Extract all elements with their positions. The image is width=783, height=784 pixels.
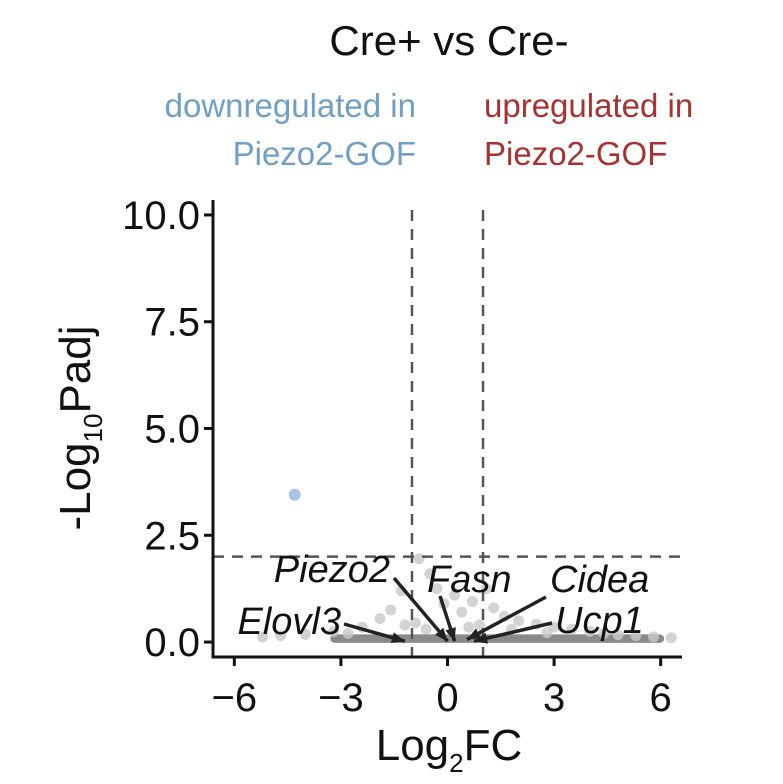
y-tick-label-1: 2.5 xyxy=(144,514,200,558)
gene-labels-layer: Piezo2 Fasn Cidea Elovl3 Ucp1 xyxy=(238,549,649,644)
nonsignificant-point-27 xyxy=(665,632,677,644)
gene-cidea-arrow-line xyxy=(466,595,547,642)
x-tick-label-1: −3 xyxy=(318,676,364,720)
nonsignificant-point-8 xyxy=(257,631,269,643)
nonsignificant-point-22 xyxy=(584,625,596,637)
gene-piezo2-label: Piezo2 xyxy=(274,549,390,591)
chart-title: Cre+ vs Cre- xyxy=(329,17,568,64)
nonsignificant-point-34 xyxy=(399,619,411,631)
nonsignificant-point-6 xyxy=(299,628,311,640)
gene-fasn-arrow-head xyxy=(445,627,456,642)
x-axis-label: Log2FC xyxy=(376,721,523,778)
threshold-lines xyxy=(213,210,682,657)
axes-layer: 0.0 2.5 5.0 7.5 10.0 −6 −3 0 3 6 xyxy=(122,194,682,720)
nonsignificant-point-14 xyxy=(466,595,478,607)
annotation-up-line2: Piezo2-GOF xyxy=(484,135,667,172)
dense-points-band xyxy=(330,634,665,643)
x-tick-label-4: 6 xyxy=(650,676,672,720)
annotation-down-line2: Piezo2-GOF xyxy=(233,135,416,172)
nonsignificant-point-13 xyxy=(456,606,468,618)
nonsignificant-point-28 xyxy=(410,617,422,629)
nonsignificant-point-10 xyxy=(431,583,443,595)
y-axis-label: -Log10Padj xyxy=(51,325,108,530)
data-points-layer xyxy=(257,488,677,644)
x-tick-label-0: −6 xyxy=(212,676,258,720)
y-tick-label-3: 7.5 xyxy=(144,301,200,345)
gene-ucp1-arrow-head xyxy=(474,632,489,644)
nonsignificant-point-23 xyxy=(598,628,610,640)
x-tick-label-3: 3 xyxy=(543,676,565,720)
gene-ucp1-arrow-line xyxy=(473,621,553,643)
y-tick-label-2: 5.0 xyxy=(144,408,200,452)
nonsignificant-point-12 xyxy=(449,589,461,601)
annotation-down-line1: downregulated in xyxy=(165,87,416,124)
gene-ucp1-label: Ucp1 xyxy=(555,600,644,642)
x-tick-label-2: 0 xyxy=(436,676,458,720)
gene-piezo2-arrow-head xyxy=(434,627,448,642)
gene-cidea-label: Cidea xyxy=(550,559,649,601)
annotation-up-line1: upregulated in xyxy=(484,87,693,124)
y-tick-label-0: 0.0 xyxy=(144,621,200,665)
nonsignificant-point-7 xyxy=(275,630,287,642)
nonsignificant-point-26 xyxy=(648,631,660,643)
nonsignificant-point-9 xyxy=(424,568,436,580)
nonsignificant-point-18 xyxy=(513,615,525,627)
significant-point-down-0 xyxy=(288,488,301,501)
nonsignificant-point-24 xyxy=(612,629,624,641)
nonsignificant-point-30 xyxy=(420,623,432,635)
gene-elovl3-arrow-head xyxy=(390,632,405,643)
nonsignificant-point-31 xyxy=(463,621,475,633)
nonsignificant-point-33 xyxy=(541,627,553,639)
nonsignificant-point-25 xyxy=(630,630,642,642)
gene-elovl3-label: Elovl3 xyxy=(238,601,342,643)
gene-piezo2-arrow-line xyxy=(392,576,449,643)
nonsignificant-point-21 xyxy=(566,623,578,635)
gene-cidea-arrow-head xyxy=(467,628,482,640)
y-tick-label-4: 10.0 xyxy=(122,194,200,238)
nonsignificant-point-16 xyxy=(488,602,500,614)
nonsignificant-point-5 xyxy=(328,625,340,637)
nonsignificant-point-29 xyxy=(473,619,485,631)
nonsignificant-point-0 xyxy=(413,553,425,565)
nonsignificant-point-2 xyxy=(385,604,397,616)
gene-fasn-label: Fasn xyxy=(427,559,511,601)
nonsignificant-point-32 xyxy=(342,628,354,640)
nonsignificant-point-3 xyxy=(374,613,386,625)
